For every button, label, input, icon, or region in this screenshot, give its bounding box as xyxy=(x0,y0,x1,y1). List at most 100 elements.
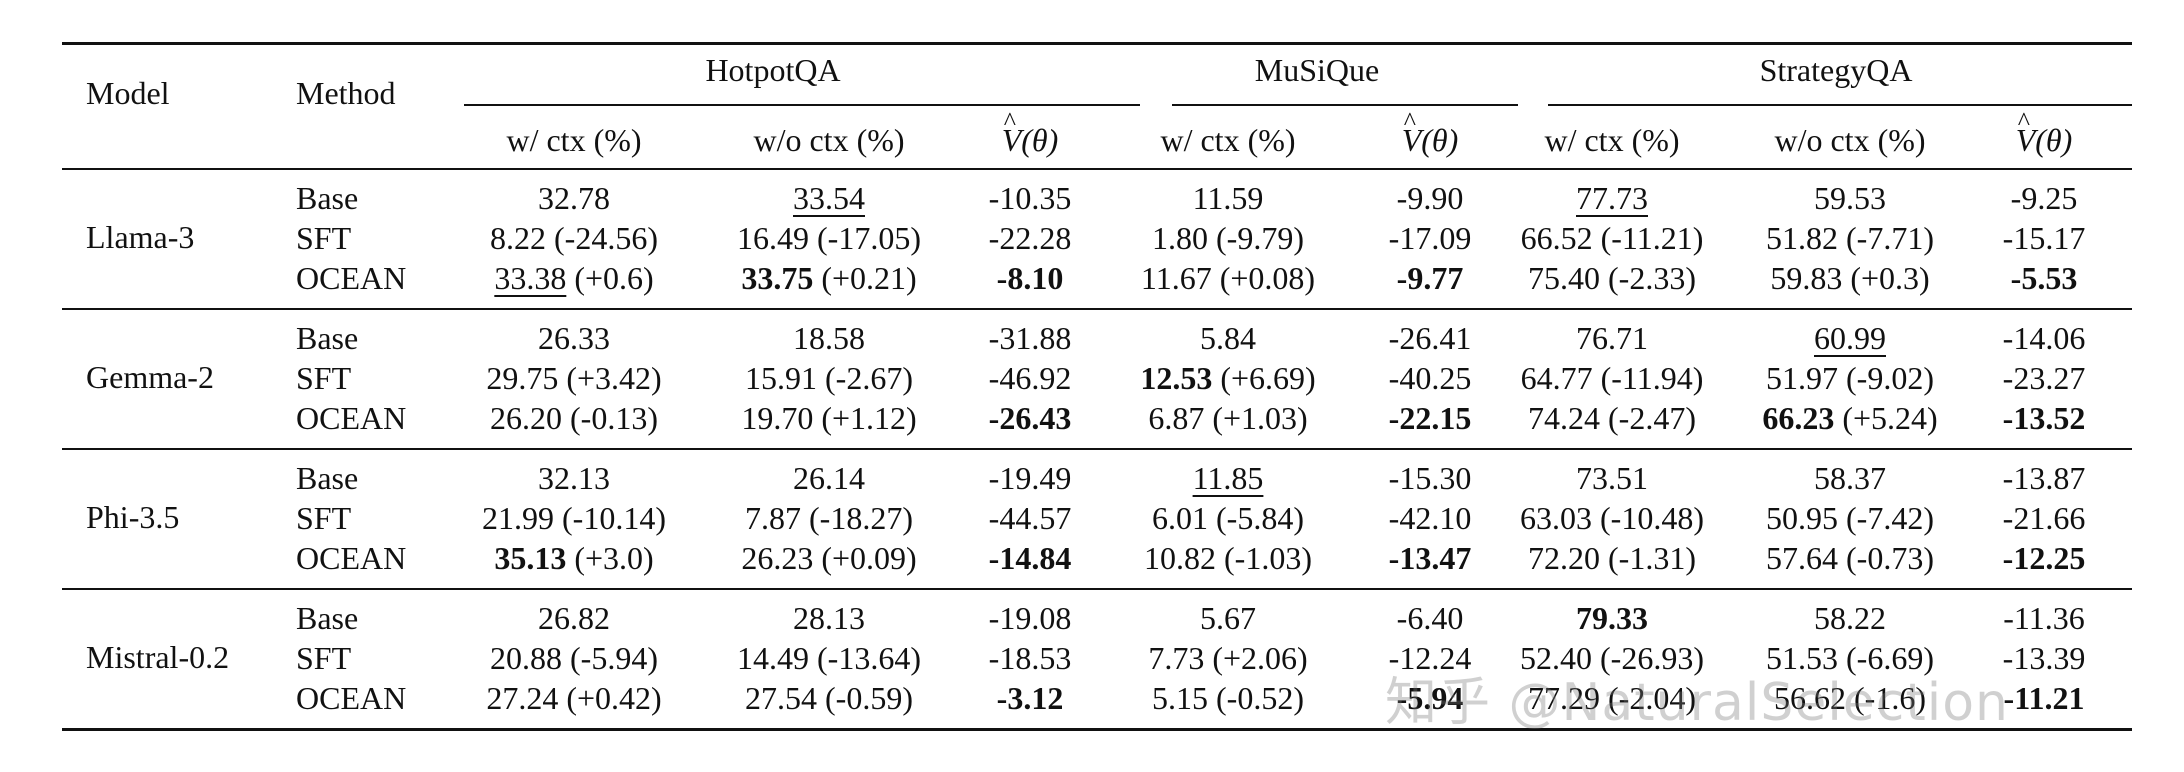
model-name: Llama-3 xyxy=(86,219,195,255)
table-cell: -14.06 xyxy=(2002,320,2086,356)
table-cell: 74.24 (-2.47) xyxy=(1528,400,1696,436)
table-cell: 26.33 xyxy=(538,320,610,356)
table-cell: 35.13 (+3.0) xyxy=(494,538,653,578)
model-name: Phi-3.5 xyxy=(86,499,180,535)
table-cell: -5.53 xyxy=(2010,260,2078,296)
table-cell: 5.15 (-0.52) xyxy=(1152,680,1304,716)
cell-delta: (+3.0) xyxy=(566,540,654,576)
table-cell: 77.29 (-2.04) xyxy=(1528,680,1696,716)
method-label: Base xyxy=(296,180,359,216)
sub-hotpot-wctx: w/ ctx (%) xyxy=(506,122,642,158)
table-cell: 27.24 (+0.42) xyxy=(486,680,662,716)
cell-delta: (+5.24) xyxy=(1834,400,1938,436)
table-cell: -13.39 xyxy=(2002,640,2086,676)
table-cell: -8.10 xyxy=(996,260,1064,296)
table-cell: 15.91 (-2.67) xyxy=(745,360,913,396)
theta-symbol: (θ) xyxy=(1421,122,1459,158)
v-symbol: V xyxy=(1402,102,1422,160)
table-cell: 10.82 (-1.03) xyxy=(1144,540,1312,576)
table-cell: 28.13 xyxy=(793,600,865,636)
table-cell: 51.97 (-9.02) xyxy=(1766,360,1934,396)
table-cell: 77.73 xyxy=(1576,180,1648,216)
table-cell: -12.25 xyxy=(2002,540,2086,576)
method-label: SFT xyxy=(296,220,352,256)
table-cell: -42.10 xyxy=(1388,500,1472,536)
table-cell: -15.17 xyxy=(2002,220,2086,256)
table-cell: 32.78 xyxy=(538,180,610,216)
table-cell: -15.30 xyxy=(1388,460,1472,496)
cell-delta: (+6.69) xyxy=(1212,360,1316,396)
table-cell: -26.41 xyxy=(1388,320,1472,356)
table-cell: 11.85 xyxy=(1192,460,1264,496)
table-cell: -44.57 xyxy=(988,500,1072,536)
sub-musique-v: V(θ) xyxy=(1402,102,1459,160)
table-cell: 11.59 xyxy=(1192,180,1264,216)
table-cell: -23.27 xyxy=(2002,360,2086,396)
table-cell: -26.43 xyxy=(988,400,1072,436)
group-rule-1 xyxy=(62,308,2132,310)
table-cell: -13.87 xyxy=(2002,460,2086,496)
method-label: SFT xyxy=(296,360,352,396)
method-label: OCEAN xyxy=(296,400,407,436)
sub-strategy-woctx: w/o ctx (%) xyxy=(1774,122,1926,158)
sub-hotpot-v: V(θ) xyxy=(1002,102,1059,160)
table-cell: 73.51 xyxy=(1576,460,1648,496)
table-cell: 57.64 (-0.73) xyxy=(1766,540,1934,576)
table-cell: 58.22 xyxy=(1814,600,1886,636)
table-cell: -18.53 xyxy=(988,640,1072,676)
model-name: Mistral-0.2 xyxy=(86,639,230,675)
sub-musique-wctx: w/ ctx (%) xyxy=(1160,122,1296,158)
table-cell: -14.84 xyxy=(988,540,1072,576)
table-cell: 59.83 (+0.3) xyxy=(1770,260,1930,296)
table-cell: 58.37 xyxy=(1814,460,1886,496)
table-cell: 79.33 xyxy=(1576,600,1648,636)
table-cell: 20.88 (-5.94) xyxy=(490,640,658,676)
table-cell: 33.75 (+0.21) xyxy=(741,258,916,298)
table-cell: -31.88 xyxy=(988,320,1072,356)
table-cell: 51.53 (-6.69) xyxy=(1766,640,1934,676)
table-cell: -46.92 xyxy=(988,360,1072,396)
watermark: 知乎 @NaturalSelection xyxy=(1385,673,2009,733)
table-cell: 18.58 xyxy=(793,320,865,356)
table-cell: -19.08 xyxy=(988,600,1072,636)
table-cell: 5.84 xyxy=(1200,320,1256,356)
table-cell: -17.09 xyxy=(1388,220,1472,256)
bottom-rule xyxy=(62,728,2132,731)
table-cell: 33.54 xyxy=(793,180,865,216)
method-label: Base xyxy=(296,320,359,356)
group-rule-2 xyxy=(62,448,2132,450)
method-label: OCEAN xyxy=(296,680,407,716)
table-cell: 33.38 (+0.6) xyxy=(494,258,653,298)
table-cell: -9.25 xyxy=(2010,180,2078,216)
table-cell: 7.87 (-18.27) xyxy=(745,500,913,536)
table-cell: -13.47 xyxy=(1388,540,1472,576)
table-cell: 52.40 (-26.93) xyxy=(1520,640,1704,676)
method-label: Base xyxy=(296,460,359,496)
hotpotqa-cmidrule xyxy=(464,104,1140,106)
table-cell: 29.75 (+3.42) xyxy=(486,360,662,396)
table-cell: 75.40 (-2.33) xyxy=(1528,260,1696,296)
table-cell: 51.82 (-7.71) xyxy=(1766,220,1934,256)
table-cell: 59.53 xyxy=(1814,180,1886,216)
table-cell: -11.21 xyxy=(2003,680,2085,716)
table-cell: 12.53 (+6.69) xyxy=(1140,358,1315,398)
method-label: Base xyxy=(296,600,359,636)
sub-strategy-v: V(θ) xyxy=(2016,102,2073,160)
table-cell: 26.82 xyxy=(538,600,610,636)
table-cell: -40.25 xyxy=(1388,360,1472,396)
table-cell: 16.49 (-17.05) xyxy=(737,220,921,256)
method-label: OCEAN xyxy=(296,260,407,296)
results-table: Model Method HotpotQA MuSiQue StrategyQA… xyxy=(62,42,2132,732)
model-name: Gemma-2 xyxy=(86,359,214,395)
table-cell: 66.23 (+5.24) xyxy=(1762,398,1937,438)
method-label: SFT xyxy=(296,500,352,536)
cell-main: 33.75 xyxy=(741,260,814,296)
table-cell: 11.67 (+0.08) xyxy=(1140,260,1316,296)
table-cell: 1.80 (-9.79) xyxy=(1152,220,1304,256)
v-symbol: V xyxy=(1002,102,1022,160)
table-cell: 63.03 (-10.48) xyxy=(1520,500,1704,536)
table-cell: -13.52 xyxy=(2002,400,2086,436)
table-cell: -6.40 xyxy=(1396,600,1464,636)
strategyqa-cmidrule xyxy=(1548,104,2132,106)
table-cell: -21.66 xyxy=(2002,500,2086,536)
